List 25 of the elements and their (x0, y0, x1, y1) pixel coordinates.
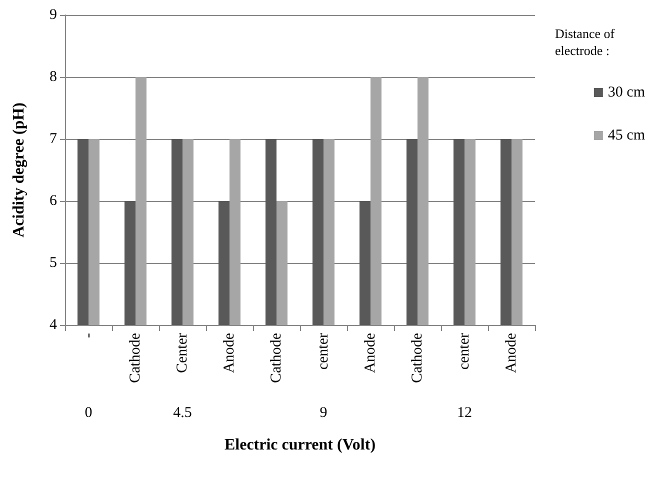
legend-label: 30 cm (608, 84, 646, 100)
x-tick-label: Anode (362, 332, 378, 373)
y-tick-label: 7 (50, 131, 58, 147)
x-tick-label: center (456, 333, 472, 370)
text: 4.5 (173, 405, 192, 421)
text: 12 (457, 405, 472, 421)
x-tick-label: Anode (504, 332, 520, 373)
x-tick-label: center (316, 333, 332, 370)
x-axis-title: Electric current (Volt) (224, 436, 376, 454)
y-tick-label: 6 (50, 193, 58, 209)
text: 0 (84, 405, 92, 421)
text: 9 (320, 405, 328, 421)
y-tick-label: 8 (50, 69, 57, 85)
x-tick-label: Cathode (268, 332, 284, 383)
y-tick-label: 5 (50, 255, 57, 271)
x-tick-label: Cathode (410, 332, 426, 383)
x-tick-label: Cathode (128, 332, 144, 383)
x-tick-label: Anode (222, 332, 238, 373)
y-axis-title: Acidity degree (pH) (10, 102, 28, 238)
legend-label: 45 cm (608, 128, 646, 144)
y-tick-label: 4 (50, 317, 58, 333)
x-tick-label: Center (174, 332, 190, 373)
legend-title: Distance of electrode : (555, 26, 618, 58)
y-tick-label: 9 (50, 7, 57, 23)
x-tick-label: - (80, 333, 96, 338)
